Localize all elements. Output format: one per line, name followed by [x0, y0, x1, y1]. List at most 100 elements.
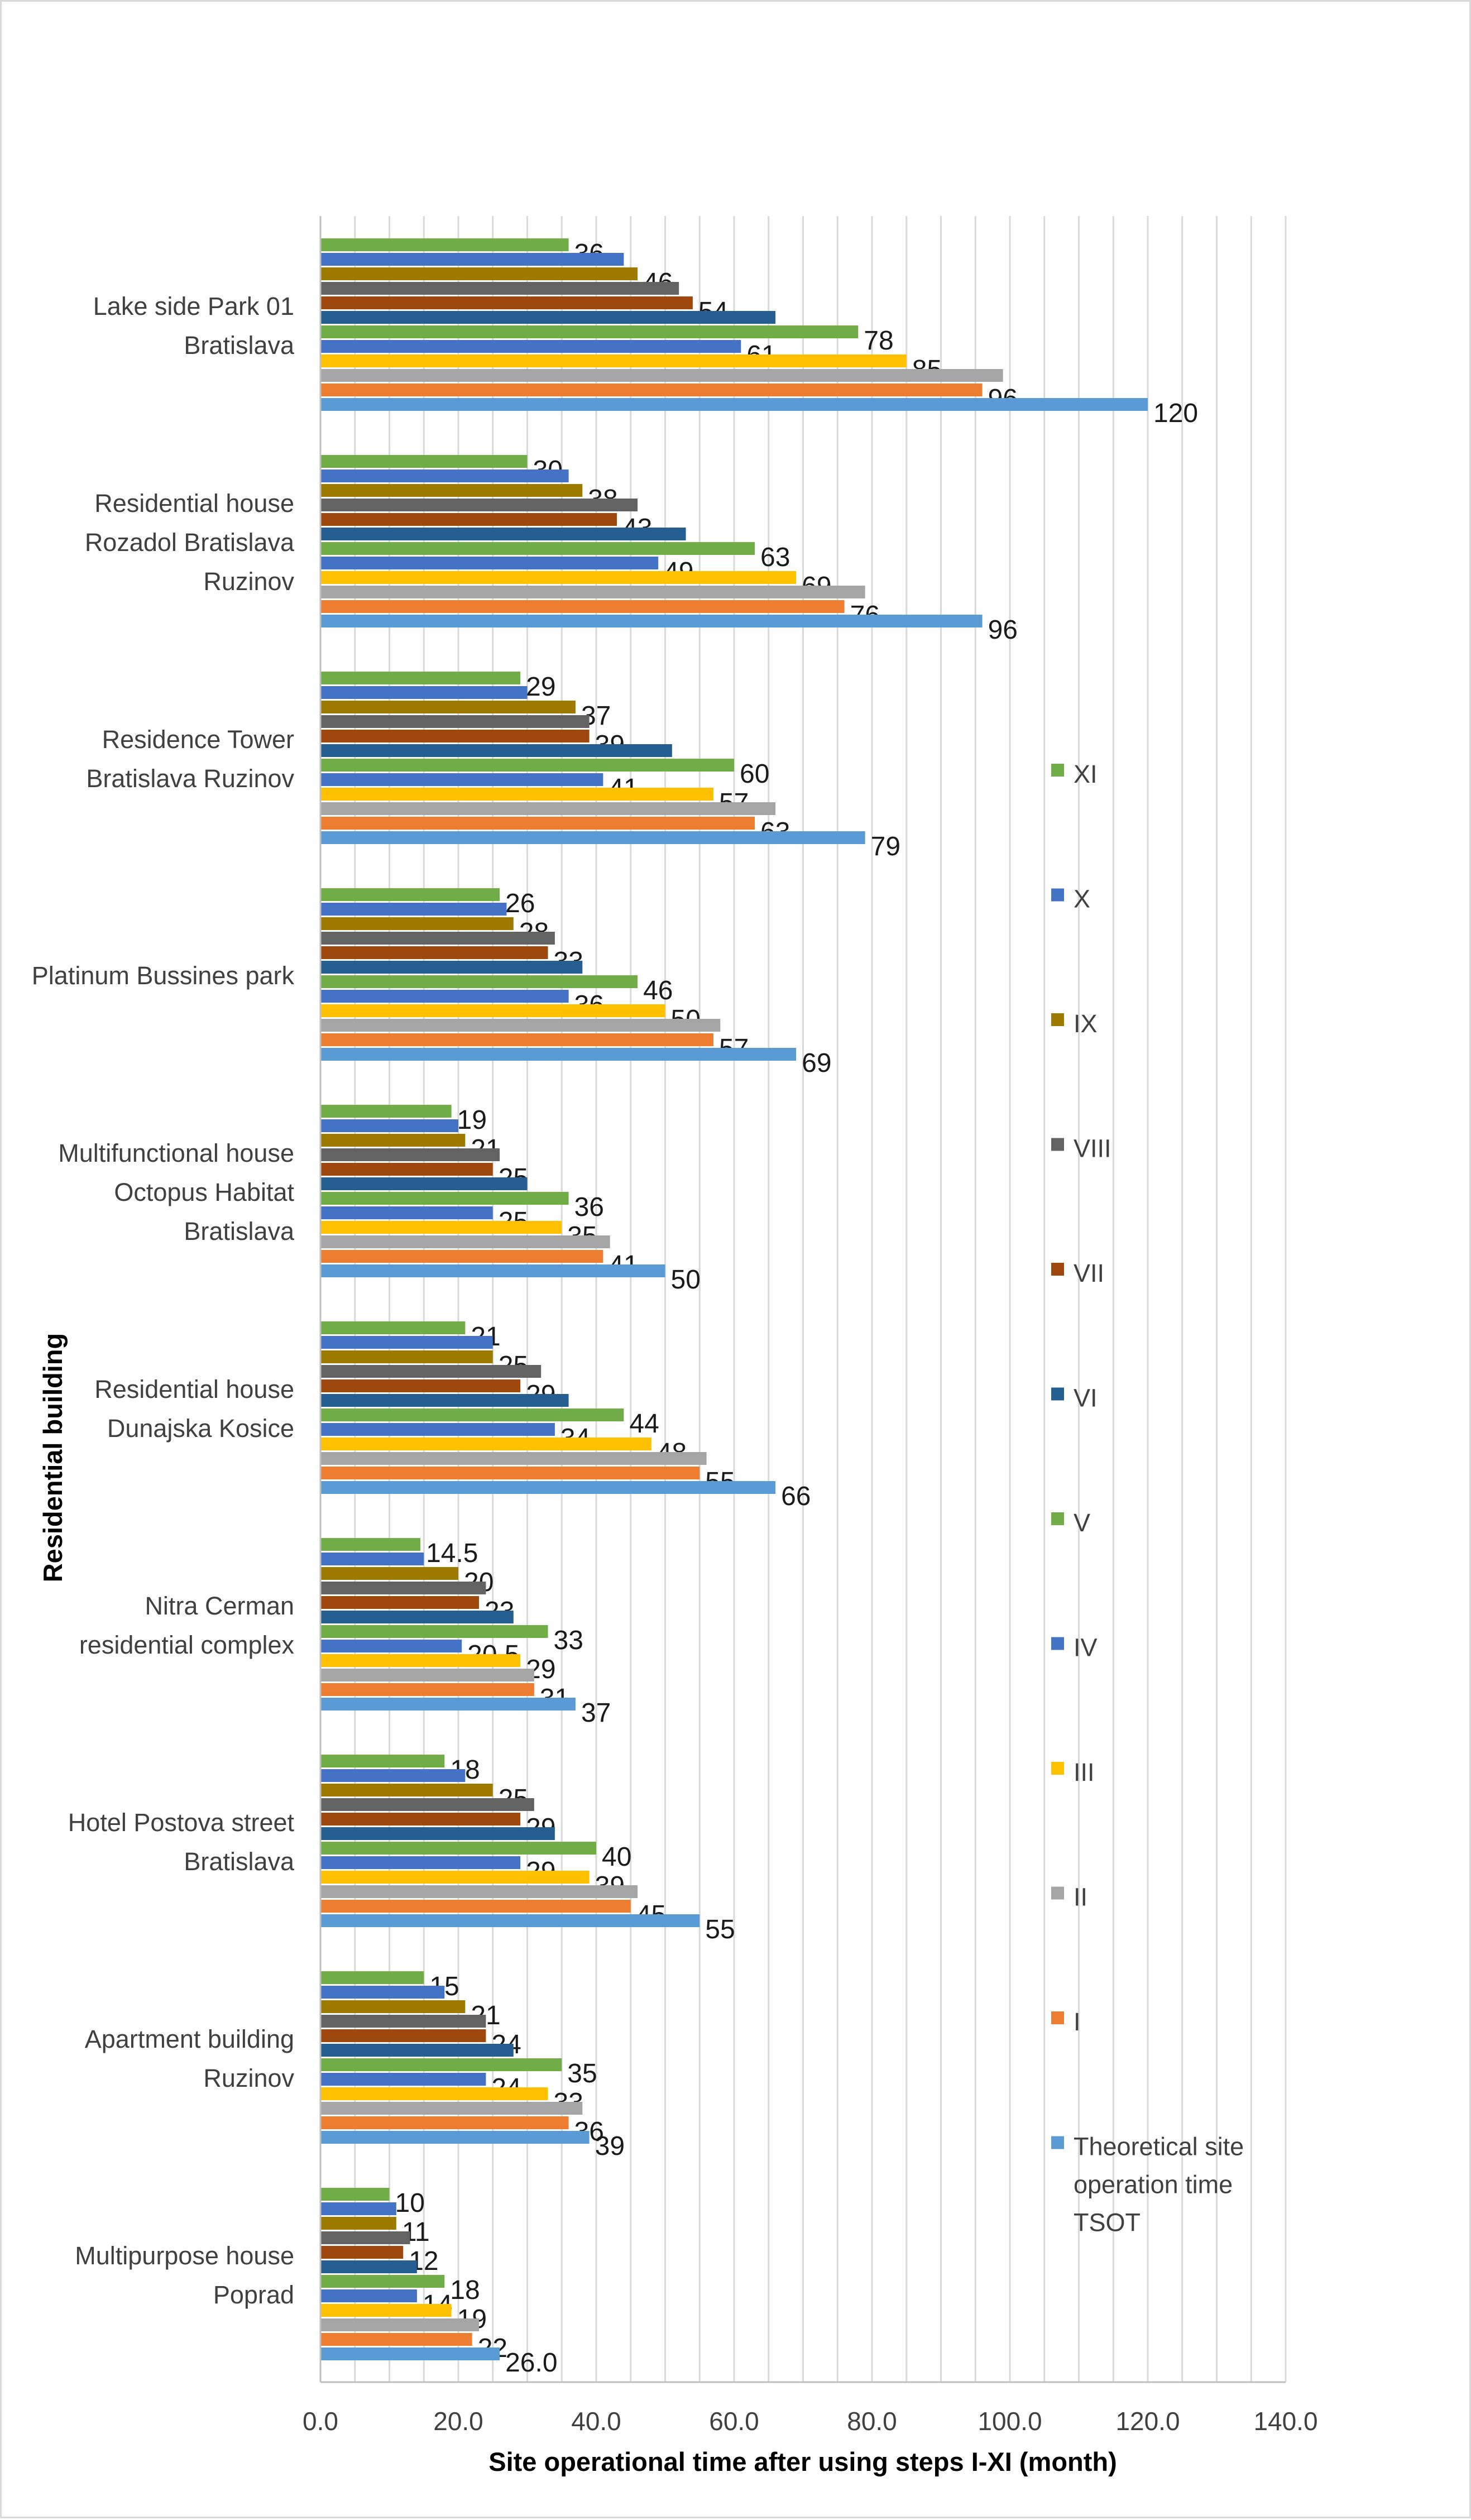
legend-label: X — [1074, 885, 1090, 913]
data-label: 29 — [526, 672, 555, 702]
bar-viii-6 — [320, 1582, 486, 1594]
legend-label: II — [1074, 1883, 1087, 1911]
bar-iv-6 — [320, 1640, 462, 1652]
bar-iii-6 — [320, 1654, 521, 1667]
bar-theoretical-site-4 — [320, 1264, 665, 1277]
bar-vii-6 — [320, 1596, 480, 1609]
data-label: 50 — [671, 1265, 701, 1295]
data-label: 60 — [740, 759, 769, 789]
x-axis-title: Site operational time after using steps … — [488, 2447, 1117, 2476]
bar-iv-7 — [320, 1856, 521, 1869]
bar-x-8 — [320, 1986, 445, 1999]
legend-label: VII — [1074, 1259, 1104, 1287]
legend-swatch — [1051, 1263, 1064, 1276]
bar-v-0 — [320, 325, 859, 338]
bar-iv-8 — [320, 2073, 486, 2086]
data-label: 18 — [450, 2275, 480, 2305]
data-label: 37 — [581, 1698, 611, 1728]
bar-v-2 — [320, 759, 734, 772]
bar-viii-0 — [320, 282, 679, 295]
bar-iv-2 — [320, 773, 603, 786]
data-label: 26 — [505, 889, 535, 918]
legend-label: Theoretical site operation time TSOT — [1074, 2133, 1244, 2237]
bar-vii-8 — [320, 2029, 486, 2042]
bar-xi-8 — [320, 1971, 424, 1984]
x-tick-label: 20.0 — [433, 2407, 483, 2436]
bar-vi-6 — [320, 1611, 514, 1623]
bar-vii-4 — [320, 1163, 493, 1176]
legend-swatch — [1051, 2011, 1064, 2024]
bar-viii-5 — [320, 1365, 542, 1378]
bar-i-9 — [320, 2333, 472, 2346]
category-label: Apartment building Ruzinov — [85, 2025, 295, 2092]
bar-x-3 — [320, 903, 507, 916]
bar-iv-9 — [320, 2289, 417, 2302]
legend-label: V — [1074, 1508, 1090, 1537]
legend-swatch — [1051, 2136, 1064, 2149]
bar-iv-3 — [320, 990, 569, 1003]
bar-i-8 — [320, 2116, 569, 2129]
bar-xi-7 — [320, 1755, 445, 1767]
bar-ix-6 — [320, 1567, 458, 1580]
bar-xi-5 — [320, 1321, 466, 1334]
bar-viii-9 — [320, 2231, 410, 2244]
bar-vii-2 — [320, 730, 590, 742]
data-label: 120 — [1153, 399, 1198, 428]
category-label: Residence Tower Bratislava Ruzinov — [86, 725, 294, 793]
bar-theoretical-site-6 — [320, 1698, 576, 1711]
bar-viii-2 — [320, 715, 590, 728]
x-tick-label: 100.0 — [978, 2407, 1042, 2436]
data-label: 63 — [760, 543, 790, 572]
bar-iii-9 — [320, 2304, 452, 2317]
bar-x-5 — [320, 1336, 493, 1349]
bar-v-5 — [320, 1408, 624, 1421]
bar-i-4 — [320, 1250, 603, 1263]
legend-swatch — [1051, 1512, 1064, 1525]
bar-ii-9 — [320, 2318, 480, 2331]
bar-vi-7 — [320, 1827, 555, 1840]
x-tick-label: 60.0 — [709, 2407, 759, 2436]
data-label: 44 — [629, 1409, 659, 1439]
x-tick-label: 40.0 — [571, 2407, 621, 2436]
bar-viii-7 — [320, 1798, 534, 1811]
bar-ii-2 — [320, 802, 776, 815]
bar-iii-1 — [320, 571, 797, 584]
bar-ii-6 — [320, 1669, 534, 1681]
bar-x-1 — [320, 469, 569, 482]
bar-iv-5 — [320, 1423, 555, 1436]
bar-theoretical-site-2 — [320, 831, 865, 844]
bar-vi-8 — [320, 2044, 514, 2057]
legend-label: VIII — [1074, 1134, 1111, 1163]
bar-theoretical-site-7 — [320, 1914, 700, 1927]
data-label: 26.0 — [505, 2348, 557, 2378]
bar-v-1 — [320, 542, 755, 555]
bar-xi-2 — [320, 672, 521, 684]
bar-xi-9 — [320, 2188, 390, 2201]
data-label: 55 — [705, 1915, 735, 1944]
bar-i-3 — [320, 1033, 713, 1046]
bar-ii-1 — [320, 586, 865, 598]
x-tick-label: 140.0 — [1253, 2407, 1317, 2436]
bar-iii-0 — [320, 354, 907, 367]
data-label: 14.5 — [426, 1539, 478, 1568]
legend-label: III — [1074, 1758, 1095, 1786]
bar-xi-0 — [320, 238, 569, 251]
bar-xi-1 — [320, 455, 528, 468]
bar-ix-5 — [320, 1350, 493, 1363]
bar-theoretical-site-5 — [320, 1481, 776, 1494]
data-label: 96 — [988, 615, 1018, 645]
bar-x-4 — [320, 1119, 458, 1132]
legend-swatch — [1051, 1138, 1064, 1151]
bar-viii-3 — [320, 932, 555, 945]
bar-theoretical-site-9 — [320, 2347, 500, 2360]
bar-vii-3 — [320, 946, 548, 959]
bar-iii-5 — [320, 1438, 651, 1450]
bar-vi-9 — [320, 2260, 417, 2273]
bar-iv-0 — [320, 340, 741, 353]
legend-swatch — [1051, 1886, 1064, 1900]
bar-vi-2 — [320, 744, 672, 757]
bar-viii-1 — [320, 499, 638, 511]
bar-theoretical-site-1 — [320, 615, 983, 627]
bar-ix-2 — [320, 701, 576, 713]
